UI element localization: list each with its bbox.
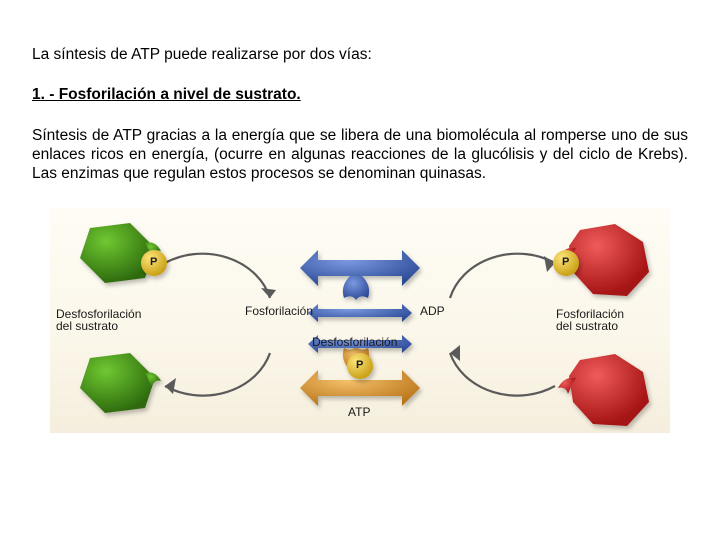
- label-atp: ATP: [348, 406, 370, 419]
- label-p-green: P: [150, 257, 157, 269]
- section-heading: 1. - Fosforilación a nivel de sustrato.: [32, 86, 688, 104]
- body-paragraph: Síntesis de ATP gracias a la energía que…: [32, 126, 688, 184]
- green-substrate-bottom: [80, 353, 161, 413]
- fos-arrow: [308, 304, 412, 322]
- label-desfosforilacion: Desfosforilación: [312, 336, 397, 349]
- adp-molecule: [300, 250, 420, 300]
- label-desfos-sustrato: Desfosforilacióndel sustrato: [56, 308, 166, 333]
- red-substrate-bottom: [558, 354, 649, 426]
- label-p-red: P: [562, 257, 569, 269]
- intro-text: La síntesis de ATP puede realizarse por …: [32, 46, 688, 64]
- label-fos-sustrato: Fosforilacióndel sustrato: [556, 308, 666, 333]
- label-fosforilacion: Fosforilación: [245, 305, 313, 318]
- label-adp: ADP: [420, 305, 445, 318]
- phosphorylation-diagram: Desfosforilacióndel sustrato Fosforilaci…: [50, 208, 670, 433]
- label-p-atp: P: [356, 360, 363, 372]
